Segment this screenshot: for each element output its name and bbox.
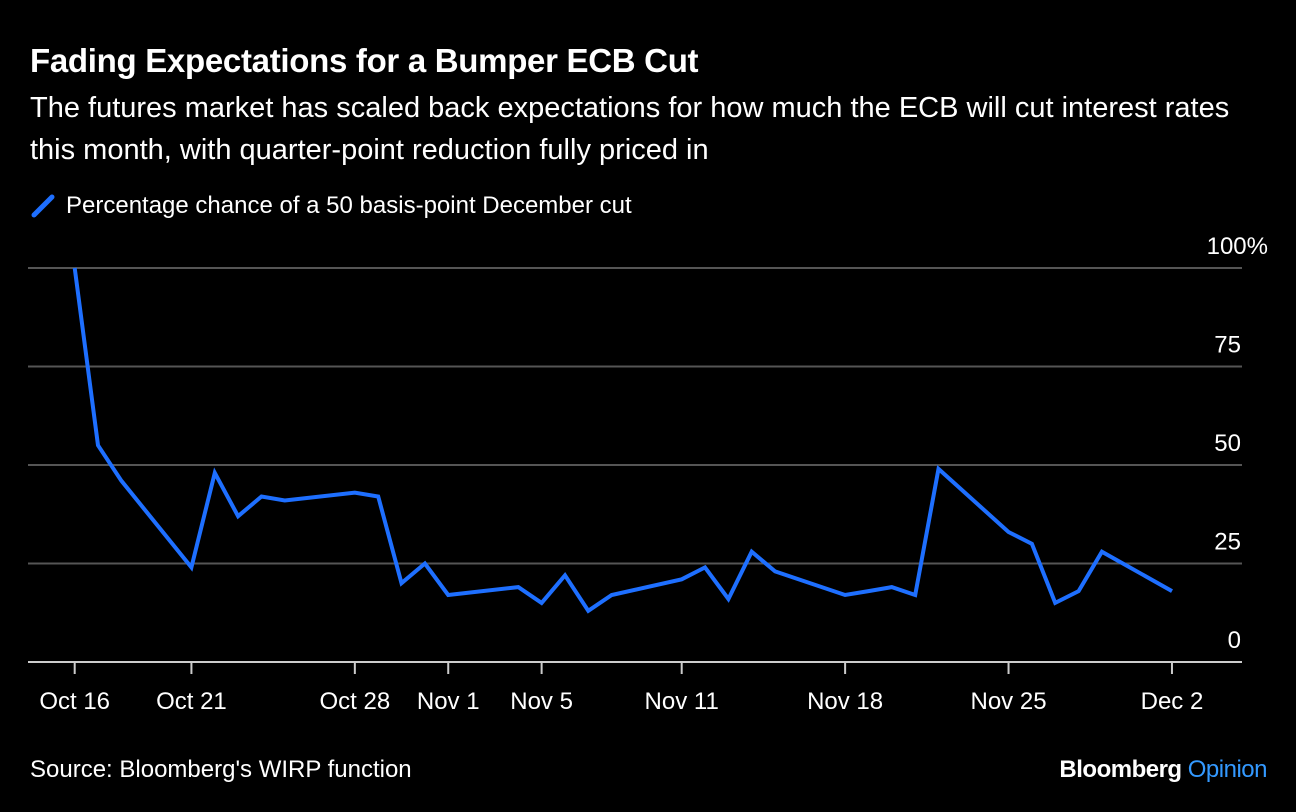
y-tick-label: 25 bbox=[1214, 529, 1241, 556]
brand-section: Opinion bbox=[1187, 756, 1268, 783]
source-note: Source: Bloomberg's WIRP function bbox=[30, 756, 412, 783]
series-line bbox=[72, 267, 1173, 614]
y-tick-label: 0 bbox=[1228, 627, 1241, 654]
legend: Percentage chance of a 50 basis-point De… bbox=[30, 192, 632, 220]
x-tick-label: Nov 1 bbox=[417, 688, 480, 715]
x-tick-label: Oct 16 bbox=[39, 688, 110, 715]
y-tick-label: 50 bbox=[1214, 430, 1241, 457]
brand-name: Bloomberg bbox=[1059, 756, 1182, 783]
x-tick-label: Dec 2 bbox=[1141, 688, 1204, 715]
y-tick-label: 75 bbox=[1214, 332, 1241, 359]
y-tick-label: 100% bbox=[1207, 233, 1268, 260]
x-tick-label: Nov 18 bbox=[807, 688, 883, 715]
x-tick-label: Nov 11 bbox=[645, 688, 719, 715]
chart-title: Fading Expectations for a Bumper ECB Cut bbox=[30, 42, 699, 79]
x-tick-label: Oct 28 bbox=[319, 688, 390, 715]
x-tick-label: Nov 25 bbox=[971, 688, 1047, 715]
brand-logo: Bloomberg Opinion bbox=[1059, 756, 1267, 784]
x-tick-label: Oct 21 bbox=[156, 688, 227, 715]
x-tick-label: Nov 5 bbox=[510, 688, 573, 715]
legend-label: Percentage chance of a 50 basis-point De… bbox=[66, 192, 632, 219]
chart-subtitle: The futures market has scaled back expec… bbox=[30, 92, 1230, 166]
legend-swatch bbox=[31, 194, 55, 218]
